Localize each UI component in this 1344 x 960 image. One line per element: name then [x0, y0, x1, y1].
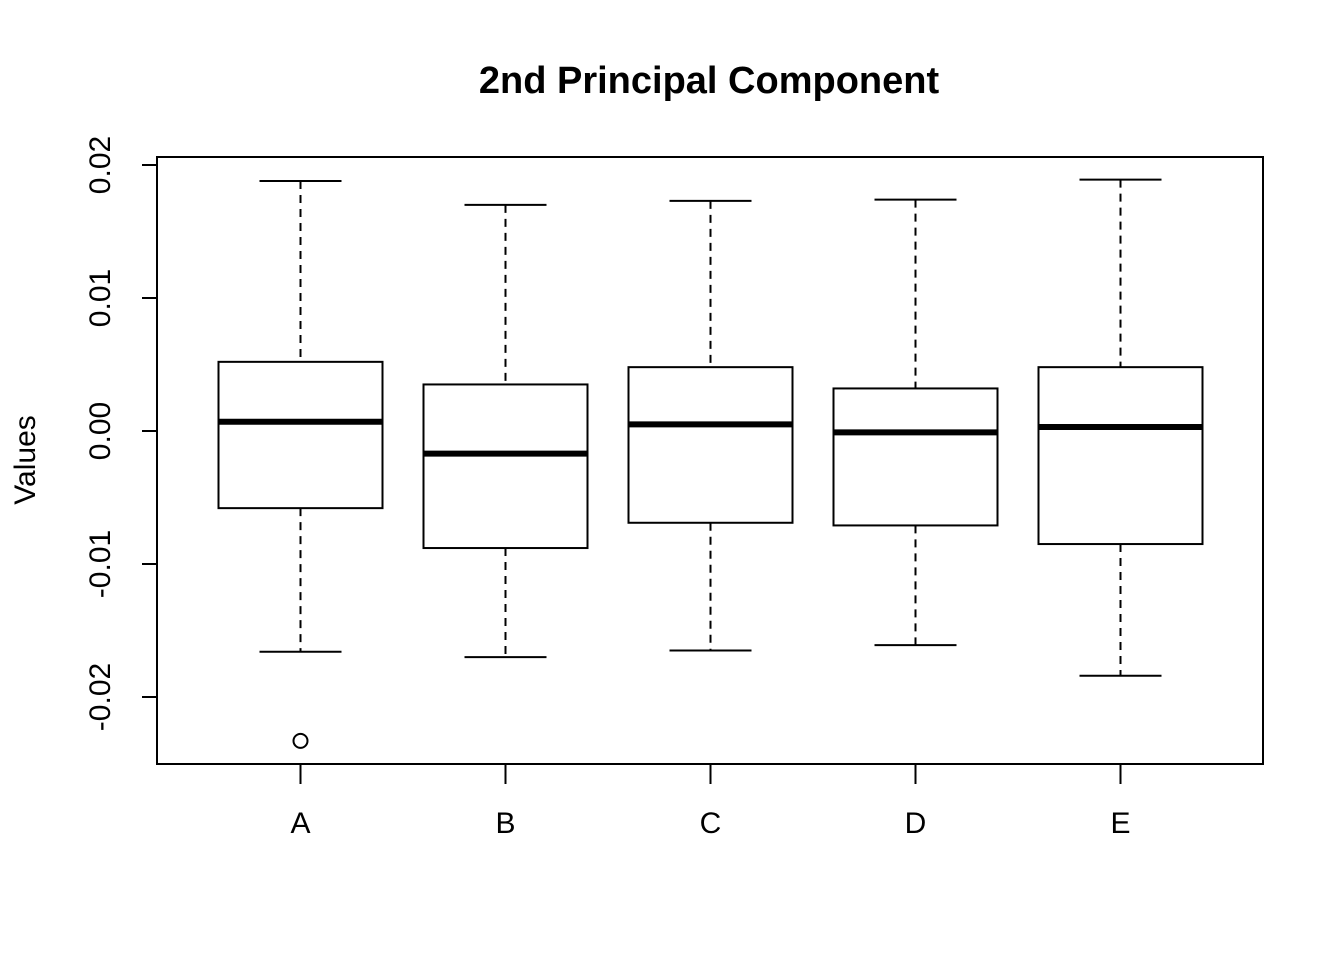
x-axis: A B C D E — [290, 764, 1131, 840]
x-tick-label: C — [700, 807, 722, 840]
y-tick-label: -0.01 — [84, 530, 117, 598]
iqr-box — [217, 360, 384, 510]
x-tick-label: A — [290, 807, 310, 840]
x-tick-label: E — [1110, 807, 1130, 840]
boxes-layer — [217, 178, 1204, 749]
iqr-box — [1037, 366, 1204, 546]
x-tick-label: D — [905, 807, 927, 840]
y-tick-label: 0.01 — [84, 269, 117, 327]
y-tick-label: 0.00 — [84, 402, 117, 460]
iqr-box — [627, 366, 794, 524]
chart-title: 2nd Principal Component — [479, 60, 940, 102]
x-tick-label: B — [495, 807, 515, 840]
y-tick-label: 0.02 — [84, 136, 117, 194]
box-E — [1037, 178, 1204, 677]
outlier-point — [292, 732, 309, 749]
iqr-box — [832, 387, 999, 527]
box-C — [627, 199, 794, 652]
iqr-box — [422, 383, 589, 550]
box-A — [217, 179, 384, 749]
y-tick-label: -0.02 — [84, 663, 117, 731]
y-axis: -0.02 -0.01 0.00 0.01 0.02 — [84, 136, 157, 731]
y-axis-label: Values — [9, 415, 42, 505]
box-D — [832, 198, 999, 647]
box-B — [422, 203, 589, 659]
